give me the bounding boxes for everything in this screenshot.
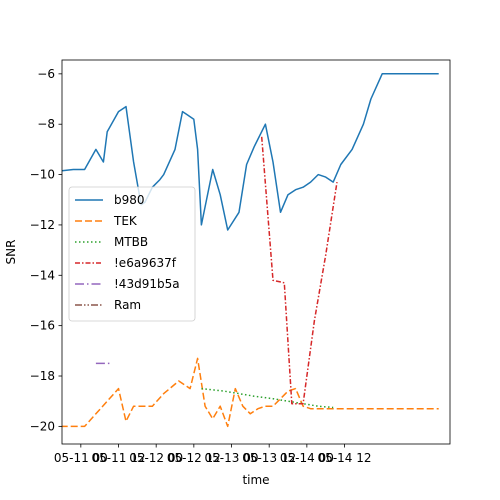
legend-label: b980 [114, 193, 145, 207]
series-line-2 [201, 387, 334, 409]
y-tick-label: −6 [37, 67, 55, 81]
legend-label: TEK [113, 214, 138, 228]
x-tick-label: 05-13 00 [205, 451, 259, 465]
y-tick-label: −18 [30, 369, 55, 383]
y-tick-label: −16 [30, 319, 55, 333]
y-axis-label: SNR [4, 240, 18, 265]
x-tick-label: 05-13 12 [242, 451, 296, 465]
y-tick-label: −14 [30, 268, 55, 282]
x-tick-label: 05-14 00 [280, 451, 334, 465]
x-axis-label: time [242, 473, 269, 487]
y-tick-label: −12 [30, 218, 55, 232]
y-tick-label: −20 [30, 419, 55, 433]
plot-area [62, 73, 439, 428]
legend-label: Ram [114, 298, 141, 312]
series-line-1 [62, 357, 439, 428]
legend-label: !e6a9637f [114, 256, 177, 270]
series-line-3 [260, 136, 338, 405]
y-tick-label: −10 [30, 168, 55, 182]
legend: b980 TEK MTBB !e6a9637f !43d91b5a Ram [68, 186, 196, 322]
axes-frame [61, 59, 451, 445]
x-tick-label: 05-11 12 [92, 451, 146, 465]
x-tick-label: 05-12 00 [129, 451, 183, 465]
x-tick-label: 05-12 12 [167, 451, 221, 465]
x-tick-label: 05-14 12 [318, 451, 372, 465]
series-line-0 [62, 73, 439, 231]
y-tick-label: −8 [37, 117, 55, 131]
x-tick-label: 05-11 00 [54, 451, 108, 465]
legend-label: !43d91b5a [114, 277, 180, 291]
series-lines [62, 73, 439, 428]
legend-label: MTBB [114, 235, 148, 249]
